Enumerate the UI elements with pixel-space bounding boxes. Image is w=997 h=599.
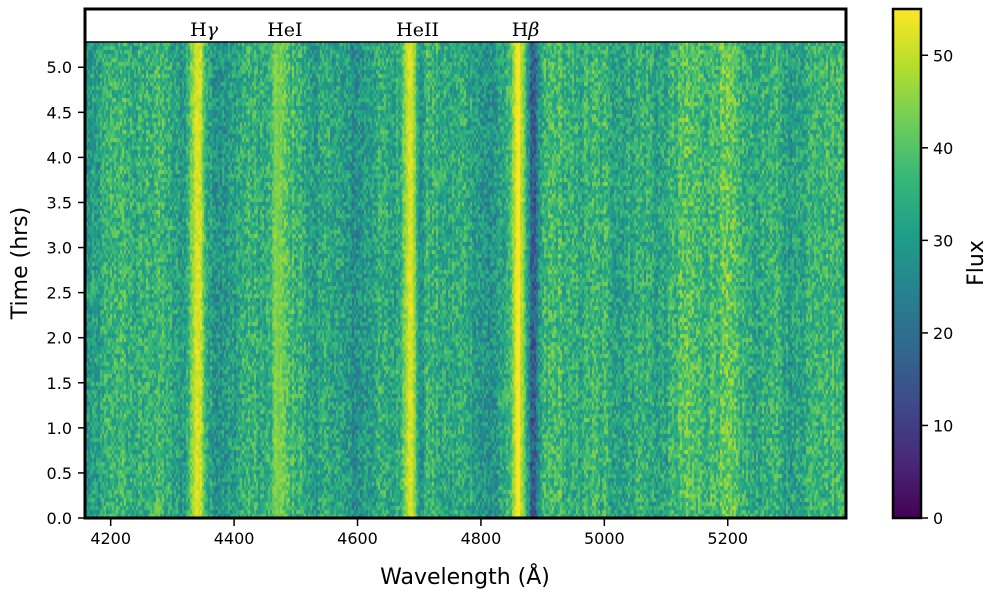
line-label: HeI bbox=[267, 19, 302, 41]
plot-area bbox=[83, 7, 848, 520]
y-tick-label: 1.0 bbox=[47, 419, 72, 438]
x-tick-label: 5000 bbox=[584, 529, 625, 548]
flux-heatmap bbox=[86, 42, 845, 518]
colorbar-tick-label: 50 bbox=[933, 46, 953, 65]
y-tick-label: 3.0 bbox=[47, 239, 72, 258]
y-tick-label: 1.5 bbox=[47, 374, 72, 393]
colorbar-frame bbox=[891, 7, 923, 520]
y-tick-label: 0.0 bbox=[47, 509, 72, 528]
x-axis-label: Wavelength (Å) bbox=[380, 563, 550, 590]
x-tick-label: 5200 bbox=[707, 529, 748, 548]
y-axis-label: Time (hrs) bbox=[8, 207, 33, 320]
colorbar-tick-label: 10 bbox=[933, 416, 953, 435]
y-axis: 0.0 0.5 1.0 1.5 2.0 2.5 3.0 3.5 4.0 4.5 5.0 bbox=[47, 58, 85, 528]
plot-frame bbox=[83, 7, 848, 520]
x-tick-label: 4400 bbox=[214, 529, 255, 548]
colorbar-label: Flux bbox=[964, 240, 989, 286]
colorbar-gradient bbox=[893, 9, 921, 518]
x-tick-label: 4600 bbox=[337, 529, 378, 548]
x-axis: 4200 4400 4600 4800 5000 5200 bbox=[90, 519, 748, 548]
x-tick-label: 4200 bbox=[90, 529, 131, 548]
y-tick-label: 3.5 bbox=[47, 193, 72, 212]
colorbar-ticks: 0 10 20 30 40 50 bbox=[921, 46, 953, 528]
y-tick-label: 2.5 bbox=[47, 284, 72, 303]
line-label: Hγ bbox=[190, 19, 219, 41]
colorbar-tick-label: 0 bbox=[933, 509, 943, 528]
colorbar-tick-label: 40 bbox=[933, 139, 953, 158]
colorbar-tick-label: 30 bbox=[933, 231, 953, 250]
x-tick-label: 4800 bbox=[461, 529, 502, 548]
line-label: HeII bbox=[396, 19, 439, 41]
y-tick-label: 5.0 bbox=[47, 58, 72, 77]
y-tick-label: 4.5 bbox=[47, 103, 72, 122]
emission-line-labels: Hγ HeI HeII Hβ bbox=[190, 19, 539, 41]
y-tick-label: 0.5 bbox=[47, 464, 72, 483]
colorbar-tick-label: 20 bbox=[933, 324, 953, 343]
y-tick-label: 2.0 bbox=[47, 329, 72, 348]
colorbar: 0 10 20 30 40 50 Flux bbox=[891, 7, 989, 528]
y-tick-label: 4.0 bbox=[47, 148, 72, 167]
line-label: Hβ bbox=[512, 19, 540, 41]
